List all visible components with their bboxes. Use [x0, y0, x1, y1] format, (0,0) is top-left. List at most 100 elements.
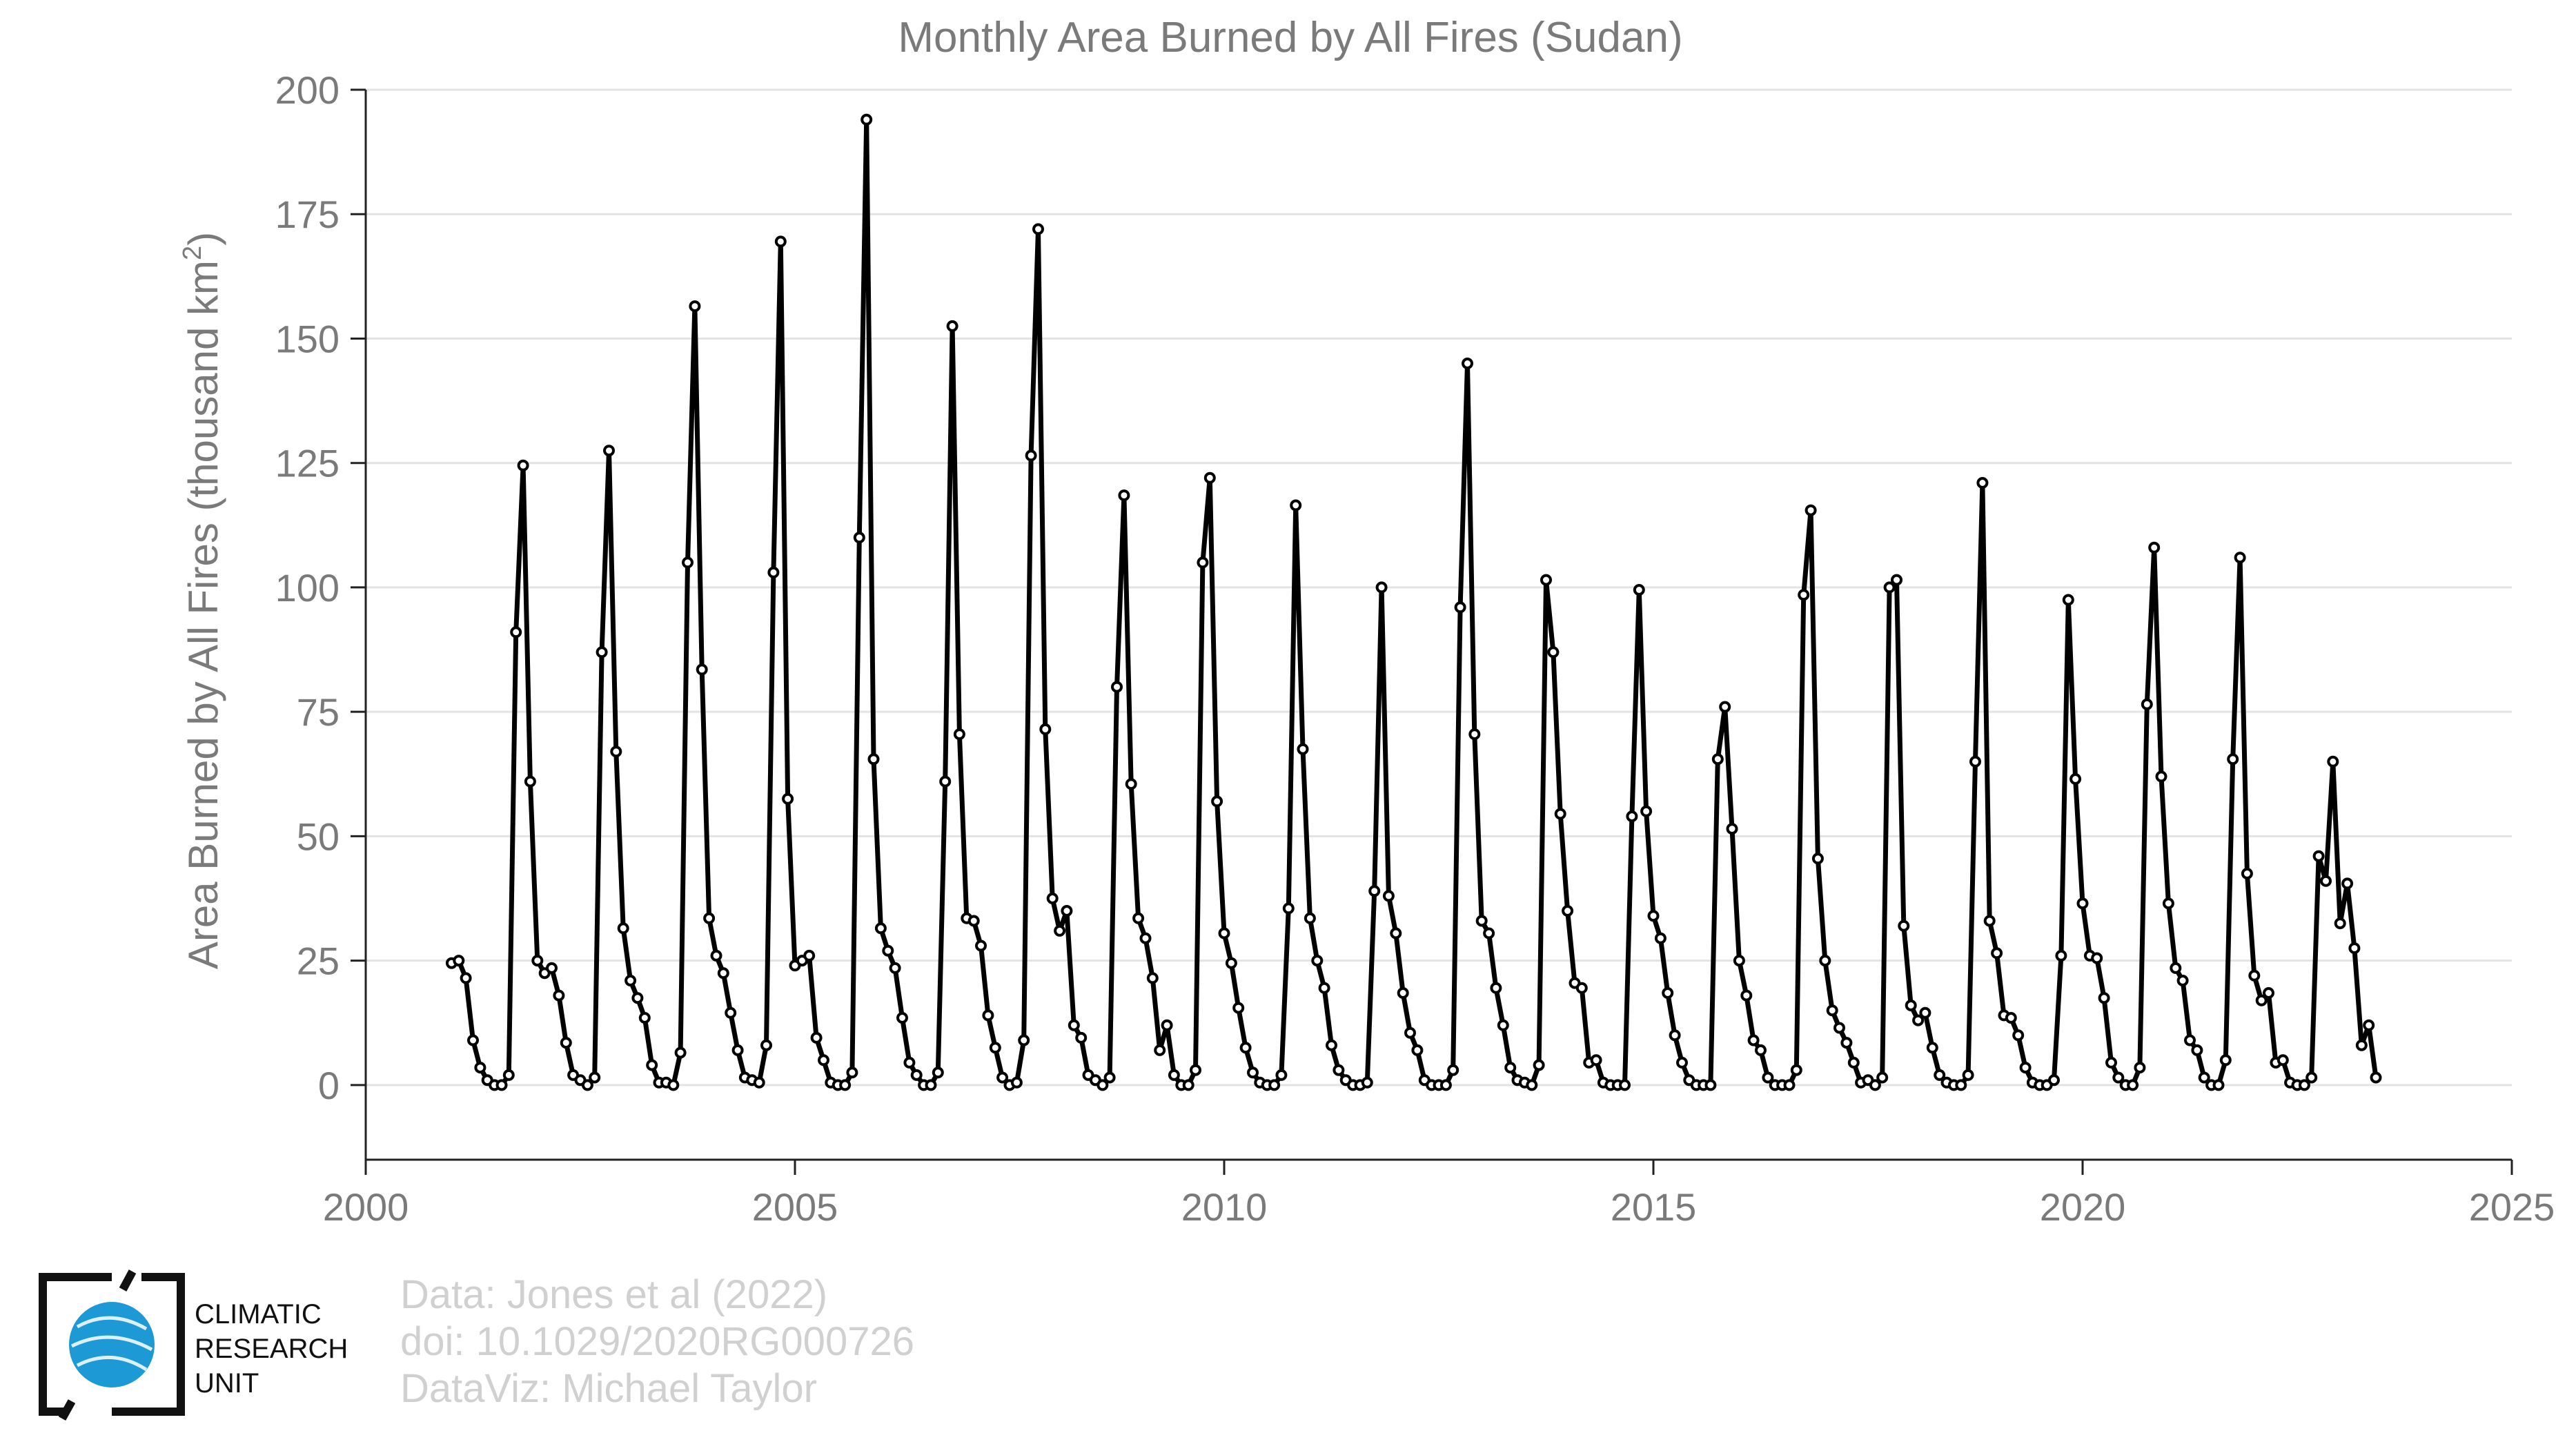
data-point: [1526, 1079, 1538, 1091]
data-point: [1225, 957, 1237, 969]
data-point: [510, 626, 522, 639]
data-point: [1662, 987, 1674, 999]
x-tick-label: 2000: [323, 1185, 409, 1229]
data-point: [989, 1042, 1001, 1054]
data-point: [710, 949, 722, 962]
data-point: [2212, 1079, 2225, 1091]
data-point: [2248, 969, 2261, 982]
y-tick-label: 200: [275, 68, 340, 112]
data-point: [1504, 1062, 1517, 1074]
data-point: [1497, 1019, 1509, 1031]
data-point: [1976, 477, 1989, 489]
data-point: [1197, 556, 1209, 569]
data-point: [1375, 581, 1388, 594]
data-point: [646, 1059, 658, 1071]
data-point: [1811, 853, 1824, 865]
data-point: [474, 1062, 486, 1074]
data-point: [517, 459, 529, 471]
data-point: [2176, 975, 2189, 986]
data-point: [896, 1012, 908, 1024]
data-point: [1390, 927, 1402, 939]
data-point: [1333, 1064, 1345, 1076]
data-point: [560, 1037, 572, 1049]
data-point: [810, 1031, 823, 1044]
data-point: [1103, 1071, 1116, 1084]
data-point: [1218, 927, 1230, 939]
data-point: [1118, 489, 1130, 502]
data-point: [638, 1012, 651, 1024]
data-point: [1068, 1019, 1080, 1031]
credit-doi: doi: 10.1029/2020RG000726: [400, 1319, 914, 1364]
logo-bracket-right-icon: [112, 1273, 185, 1416]
data-point: [889, 962, 901, 974]
data-point: [2320, 875, 2332, 887]
data-point: [753, 1076, 765, 1089]
credits: Data: Jones et al (2022) doi: 10.1029/20…: [400, 1272, 914, 1411]
data-point: [1139, 932, 1152, 944]
data-point: [2363, 1019, 2375, 1031]
data-point: [2219, 1054, 2232, 1067]
data-point: [1161, 1019, 1173, 1031]
y-axis-label-close: ): [180, 232, 226, 246]
data-point: [682, 556, 694, 569]
data-point: [2155, 770, 2167, 783]
data-point: [2255, 994, 2268, 1006]
grid-lines: [366, 88, 2512, 1087]
data-point: [1783, 1079, 1796, 1091]
y-tick-label: 25: [297, 939, 340, 983]
data-point: [1833, 1022, 1845, 1034]
logo-text-climatic: CLIMATIC: [195, 1299, 322, 1330]
data-point: [1962, 1069, 1974, 1081]
y-tick-label: 150: [275, 317, 340, 360]
data-point: [1991, 947, 2003, 960]
data-point: [2198, 1071, 2210, 1084]
data-point: [1575, 982, 1588, 994]
data-point: [2355, 1039, 2368, 1051]
data-point: [725, 1006, 737, 1019]
data-point: [1819, 955, 1831, 967]
logo-text-research: RESEARCH: [195, 1334, 348, 1364]
data-point: [853, 532, 865, 544]
data-point: [1039, 723, 1052, 735]
data-point: [882, 944, 894, 957]
data-point: [1061, 905, 1073, 917]
data-point: [703, 912, 716, 924]
data-point: [1032, 223, 1044, 235]
data-point: [1132, 912, 1145, 924]
data-point: [1290, 499, 1302, 512]
data-point: [839, 1079, 852, 1091]
data-point: [1326, 1039, 1337, 1051]
y-axis-label-superscript: 2: [178, 246, 207, 260]
data-point: [1755, 1044, 1767, 1056]
data-point: [2191, 1044, 2203, 1056]
data-point: [1740, 989, 1753, 1002]
data-point: [767, 566, 780, 578]
data-point: [1926, 1042, 1938, 1054]
data-point: [1805, 504, 1817, 516]
data-point: [996, 1071, 1009, 1084]
data-point: [932, 1067, 944, 1079]
cru-logo: CLIMATIC RESEARCH UNIT: [39, 1269, 348, 1421]
x-tick-label: 2020: [2040, 1185, 2126, 1229]
data-point: [1268, 1079, 1281, 1091]
data-point: [867, 753, 880, 766]
data-point: [1282, 902, 1295, 915]
data-point: [596, 646, 608, 659]
data-point: [2098, 992, 2110, 1004]
data-point: [1711, 753, 1724, 766]
data-point: [2241, 868, 2253, 879]
data-point: [1125, 778, 1137, 790]
data-point: [1669, 1029, 1681, 1042]
data-point: [967, 915, 980, 927]
y-tick-label: 100: [275, 566, 340, 610]
data-point: [1232, 1002, 1245, 1014]
data-point: [1955, 1079, 1967, 1091]
data-point: [1304, 912, 1316, 924]
data-point: [760, 1039, 772, 1051]
data-point: [939, 775, 952, 788]
data-point: [546, 962, 558, 974]
data-point: [1397, 987, 1409, 999]
data-point: [667, 1079, 680, 1091]
data-point: [1554, 808, 1566, 820]
